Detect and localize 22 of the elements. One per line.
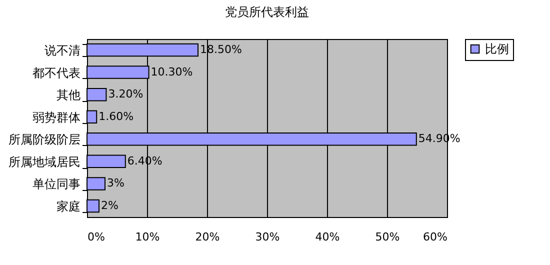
x-tick-label: 30% bbox=[255, 230, 280, 244]
x-tick-label: 50% bbox=[375, 230, 400, 244]
y-tick-label: 所属地域居民 bbox=[8, 154, 80, 169]
data-label: 10.30% bbox=[150, 65, 193, 78]
x-tick-label: 60% bbox=[423, 230, 448, 244]
data-label: 2% bbox=[101, 198, 118, 212]
y-tick-label: 其他 bbox=[56, 88, 80, 102]
y-tick-label: 所属阶级阶层 bbox=[8, 132, 80, 147]
data-label: 3.20% bbox=[108, 88, 144, 101]
y-tick-label: 单位同事 bbox=[32, 177, 80, 192]
chart-title: 党员所代表利益 bbox=[225, 5, 309, 19]
data-label: 1.60% bbox=[98, 110, 134, 123]
y-tick-label: 都不代表 bbox=[32, 66, 80, 80]
x-tick-label: 20% bbox=[195, 230, 220, 244]
y-tick-label: 家庭 bbox=[56, 199, 80, 214]
legend-label: 比例 bbox=[485, 42, 509, 56]
x-tick-label: 0% bbox=[88, 230, 105, 244]
x-tick-label: 10% bbox=[135, 230, 160, 244]
x-tick-label: 40% bbox=[315, 230, 340, 244]
y-tick-label: 说不清 bbox=[44, 44, 80, 58]
y-tick-label: 弱势群体 bbox=[32, 110, 80, 124]
data-label: 3% bbox=[107, 176, 124, 190]
